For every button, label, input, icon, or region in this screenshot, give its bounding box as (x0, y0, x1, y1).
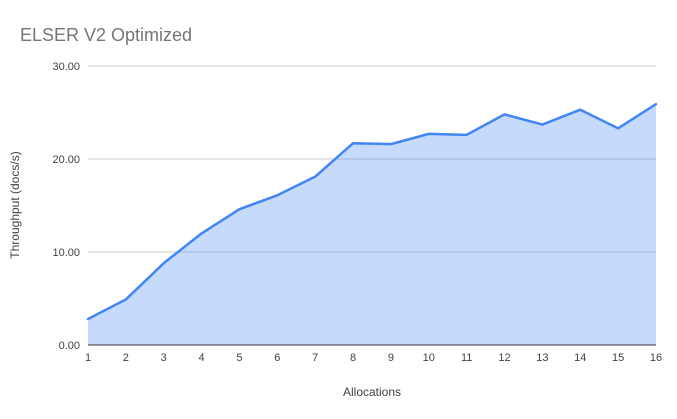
x-tick-label: 10 (423, 352, 435, 364)
y-tick-label: 20.00 (52, 154, 80, 166)
x-tick-label: 12 (498, 352, 510, 364)
x-tick-label: 5 (236, 352, 242, 364)
y-tick-label: 10.00 (52, 247, 80, 259)
x-tick-label: 6 (274, 352, 280, 364)
series-area (88, 104, 656, 345)
x-tick-label: 7 (312, 352, 318, 364)
x-tick-label: 14 (574, 352, 586, 364)
x-tick-label: 15 (612, 352, 624, 364)
y-tick-label: 0.00 (59, 340, 80, 352)
x-tick-label: 2 (123, 352, 129, 364)
x-tick-label: 8 (350, 352, 356, 364)
x-tick-label: 16 (650, 352, 662, 364)
series-line (86, 102, 658, 321)
x-tick-label: 9 (388, 352, 394, 364)
chart-title: ELSER V2 Optimized (20, 25, 193, 45)
x-axis-title: Allocations (342, 385, 402, 399)
x-tick-label: 1 (85, 352, 91, 364)
x-tick-label: 3 (161, 352, 167, 364)
y-axis-title: Throughput (docs/s) (8, 151, 22, 259)
x-tick-label: 11 (461, 352, 472, 364)
x-tick-label: 13 (536, 352, 548, 364)
x-tick-label: 4 (199, 352, 205, 364)
y-tick-label: 30.00 (52, 61, 80, 73)
